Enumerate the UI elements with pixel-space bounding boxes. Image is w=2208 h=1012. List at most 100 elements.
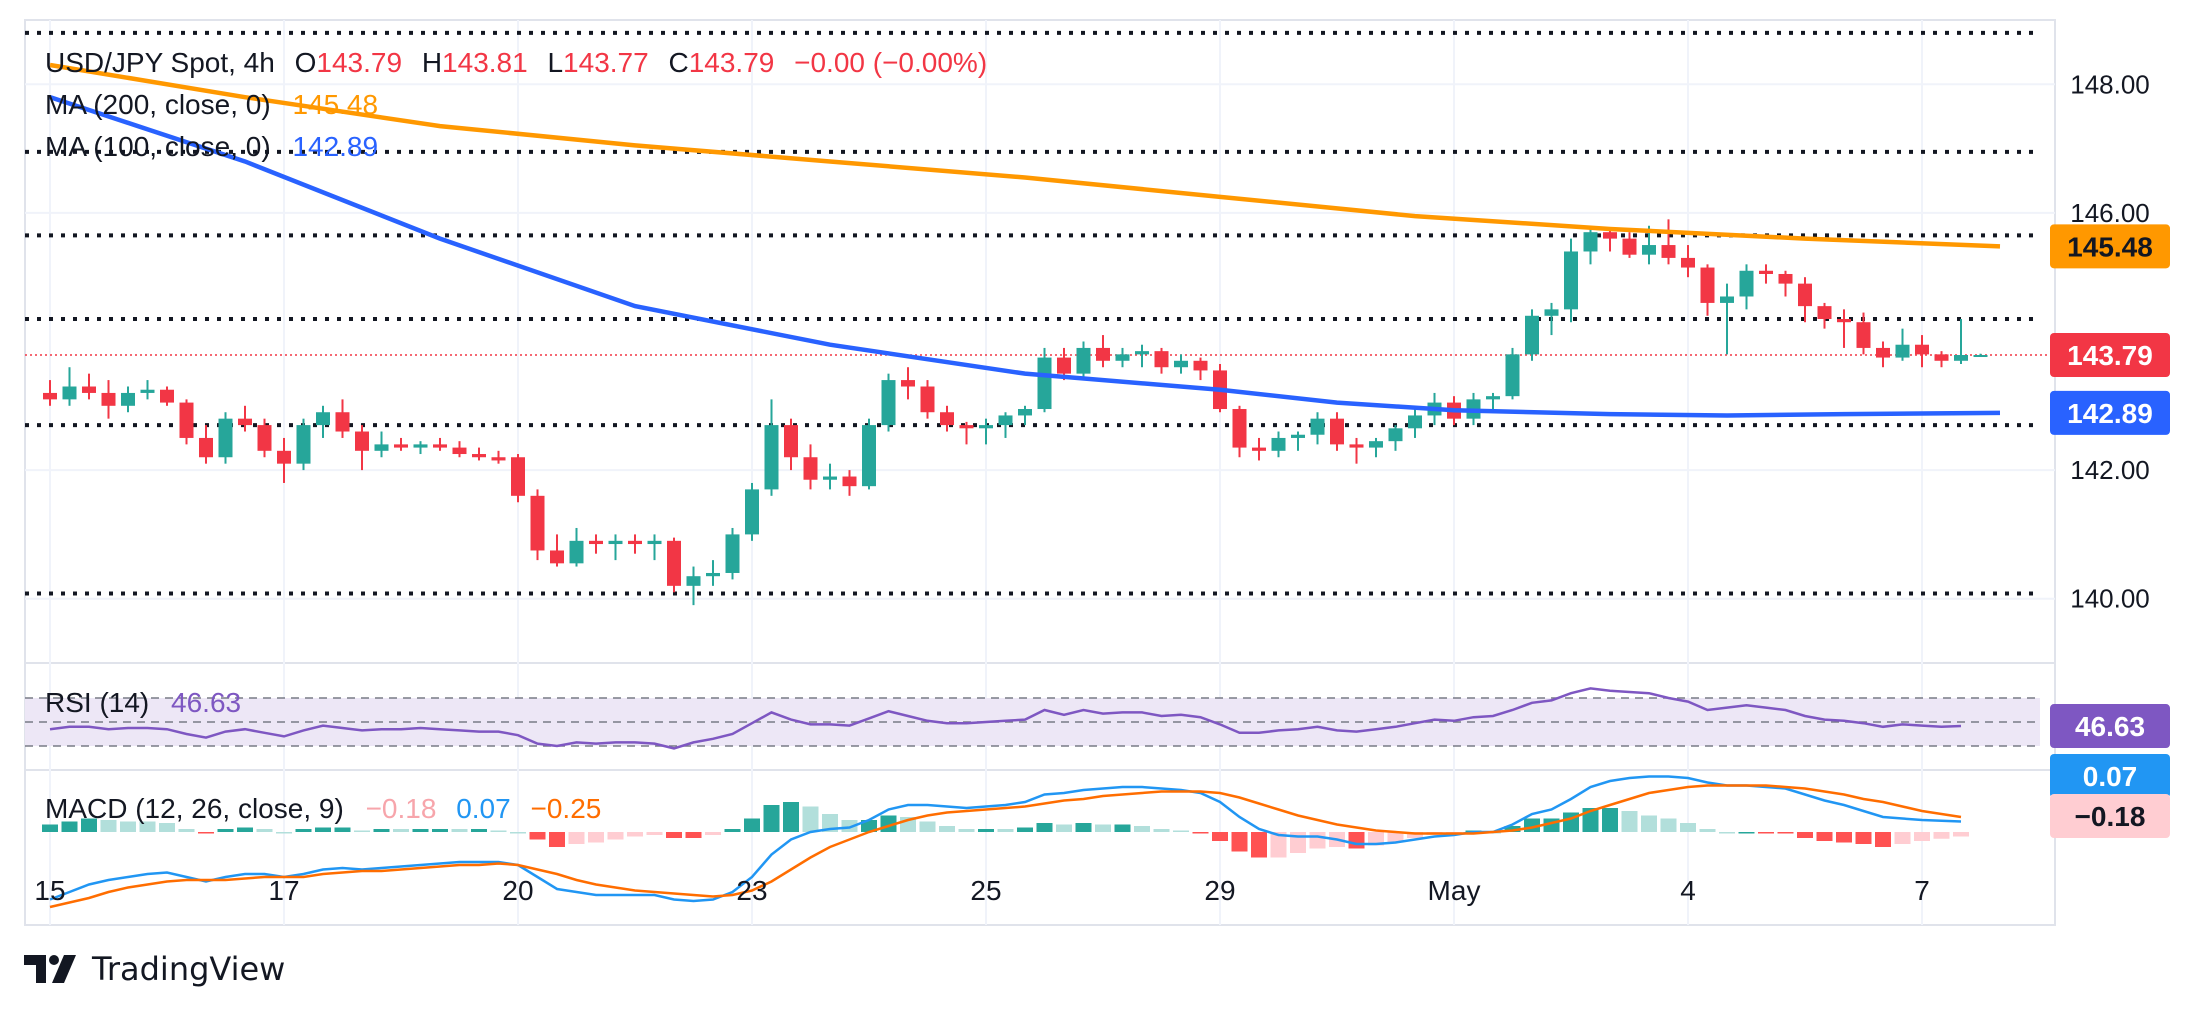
candle-down: [1778, 273, 1793, 284]
badge-rsi-bg: [2050, 704, 2170, 749]
candle-down: [1330, 418, 1344, 445]
x-tick-label: 25: [970, 875, 1001, 906]
macd-histogram-bar: [471, 829, 487, 832]
macd-histogram-bar: [432, 829, 448, 832]
candle-up: [1174, 360, 1188, 368]
brand-name: TradingView: [92, 950, 286, 988]
macd-histogram-bar: [1914, 832, 1930, 841]
candle-up: [1505, 354, 1520, 397]
candlestick-series: [43, 219, 1988, 606]
macd-histogram-bar: [1719, 832, 1735, 834]
macd-histogram-bar: [412, 829, 429, 832]
candle-up: [1369, 441, 1383, 448]
legend-macd: MACD (12, 26, close, 9) −0.18 0.07 −0.25: [45, 793, 601, 824]
badge-rsi: 46.63: [2075, 711, 2145, 742]
candle-up: [121, 392, 135, 406]
candle-up: [1310, 418, 1325, 435]
candle-down: [1057, 357, 1071, 374]
candle-down: [335, 412, 350, 432]
macd-histogram-bar: [1017, 827, 1033, 832]
macd-histogram-bar: [237, 827, 253, 832]
macd-histogram-bar: [744, 818, 760, 832]
macd-histogram-bar: [549, 832, 565, 847]
macd-histogram-bar: [1641, 815, 1657, 832]
macd-histogram-bar: [139, 821, 156, 832]
macd-histogram-bar: [607, 832, 624, 840]
macd-signal-line: [49, 784, 1962, 909]
macd-histogram-bar: [939, 826, 955, 832]
macd-histogram-bar: [1036, 823, 1053, 832]
candle-up: [413, 444, 428, 448]
macd-histogram-bar: [178, 829, 195, 832]
macd-histogram-bar: [1797, 832, 1813, 838]
macd-histogram-bar: [1270, 832, 1287, 858]
legend-macd-label: MACD (12, 26, close, 9): [45, 793, 344, 824]
macd-histogram-bar: [1309, 832, 1326, 849]
candle-down: [1856, 322, 1871, 348]
macd-histogram-bar: [451, 829, 468, 832]
candle-down: [842, 476, 857, 487]
candle-up: [62, 386, 77, 400]
macd-histogram-bar: [646, 832, 663, 835]
macd-histogram-bar: [1933, 832, 1950, 839]
macd-histogram-bar: [588, 832, 604, 843]
x-tick-label: 7: [1914, 875, 1930, 906]
legend-ma100-label: MA (100, close, 0): [45, 131, 271, 162]
badge-macd-hist-bg: [2050, 794, 2170, 838]
candle-down: [1798, 283, 1812, 307]
macd-histogram-bar: [997, 829, 1014, 832]
candle-up: [1973, 355, 1988, 358]
time-axis: 15 17 20 23 25 29 May 4 7: [34, 875, 1929, 906]
candle-down: [1622, 238, 1637, 255]
candle-up: [1291, 434, 1305, 438]
legend-macd-signal: −0.25: [530, 793, 601, 824]
legend-high-value: 143.81: [442, 47, 528, 78]
legend-close-label: C: [668, 47, 688, 78]
x-tick-label: 15: [34, 875, 65, 906]
candle-up: [1115, 354, 1130, 361]
candle-up: [1037, 357, 1052, 410]
tradingview-logo-icon: [24, 955, 76, 983]
macd-histogram-bar: [666, 832, 682, 838]
candle-down: [43, 392, 57, 400]
candle-up: [725, 534, 740, 573]
macd-histogram-bar: [1836, 832, 1852, 843]
macd-histogram-bar: [1699, 829, 1716, 832]
macd-panel: [42, 775, 1969, 909]
macd-histogram-bar: [1251, 832, 1267, 858]
candle-up: [1271, 437, 1286, 451]
legend-rsi-label: RSI (14): [45, 687, 149, 718]
legend-macd-hist: −0.18: [366, 793, 437, 824]
macd-histogram-bar: [256, 829, 273, 832]
x-tick-label: 23: [736, 875, 767, 906]
candle-down: [1759, 270, 1773, 274]
candle-up: [1564, 251, 1578, 310]
badge-ma200: 145.48: [2067, 231, 2153, 262]
macd-histogram-bar: [1095, 824, 1111, 832]
macd-histogram-bar: [198, 832, 214, 834]
macd-histogram-bar: [393, 829, 409, 832]
legend-rsi-value: 46.63: [171, 687, 241, 718]
chart-canvas[interactable]: 148.00 146.00 142.00 140.00 15 17 20 23 25 29 May…: [0, 0, 2208, 940]
badge-last-price: 143.79: [2067, 340, 2153, 371]
macd-histogram-bar: [1075, 823, 1092, 832]
macd-histogram-bar: [861, 820, 877, 832]
candle-up: [569, 540, 584, 564]
candle-down: [355, 431, 369, 451]
macd-histogram-bar: [763, 805, 780, 832]
macd-histogram-bar: [295, 829, 312, 832]
macd-histogram-bar: [1855, 832, 1872, 844]
brand[interactable]: TradingView: [24, 950, 285, 988]
macd-histogram-bar: [1387, 832, 1404, 843]
macd-histogram-bar: [529, 832, 546, 840]
macd-histogram-bar: [1056, 824, 1072, 832]
candle-up: [745, 489, 759, 535]
candle-down: [1193, 360, 1208, 371]
candle-down: [1934, 354, 1949, 361]
macd-histogram-bar: [1153, 829, 1170, 832]
x-tick-label: 4: [1680, 875, 1696, 906]
candle-up: [1388, 428, 1403, 442]
candle-down: [511, 457, 525, 496]
candle-down: [1681, 257, 1695, 268]
legend-change: −0.00 (−0.00%): [794, 47, 987, 78]
